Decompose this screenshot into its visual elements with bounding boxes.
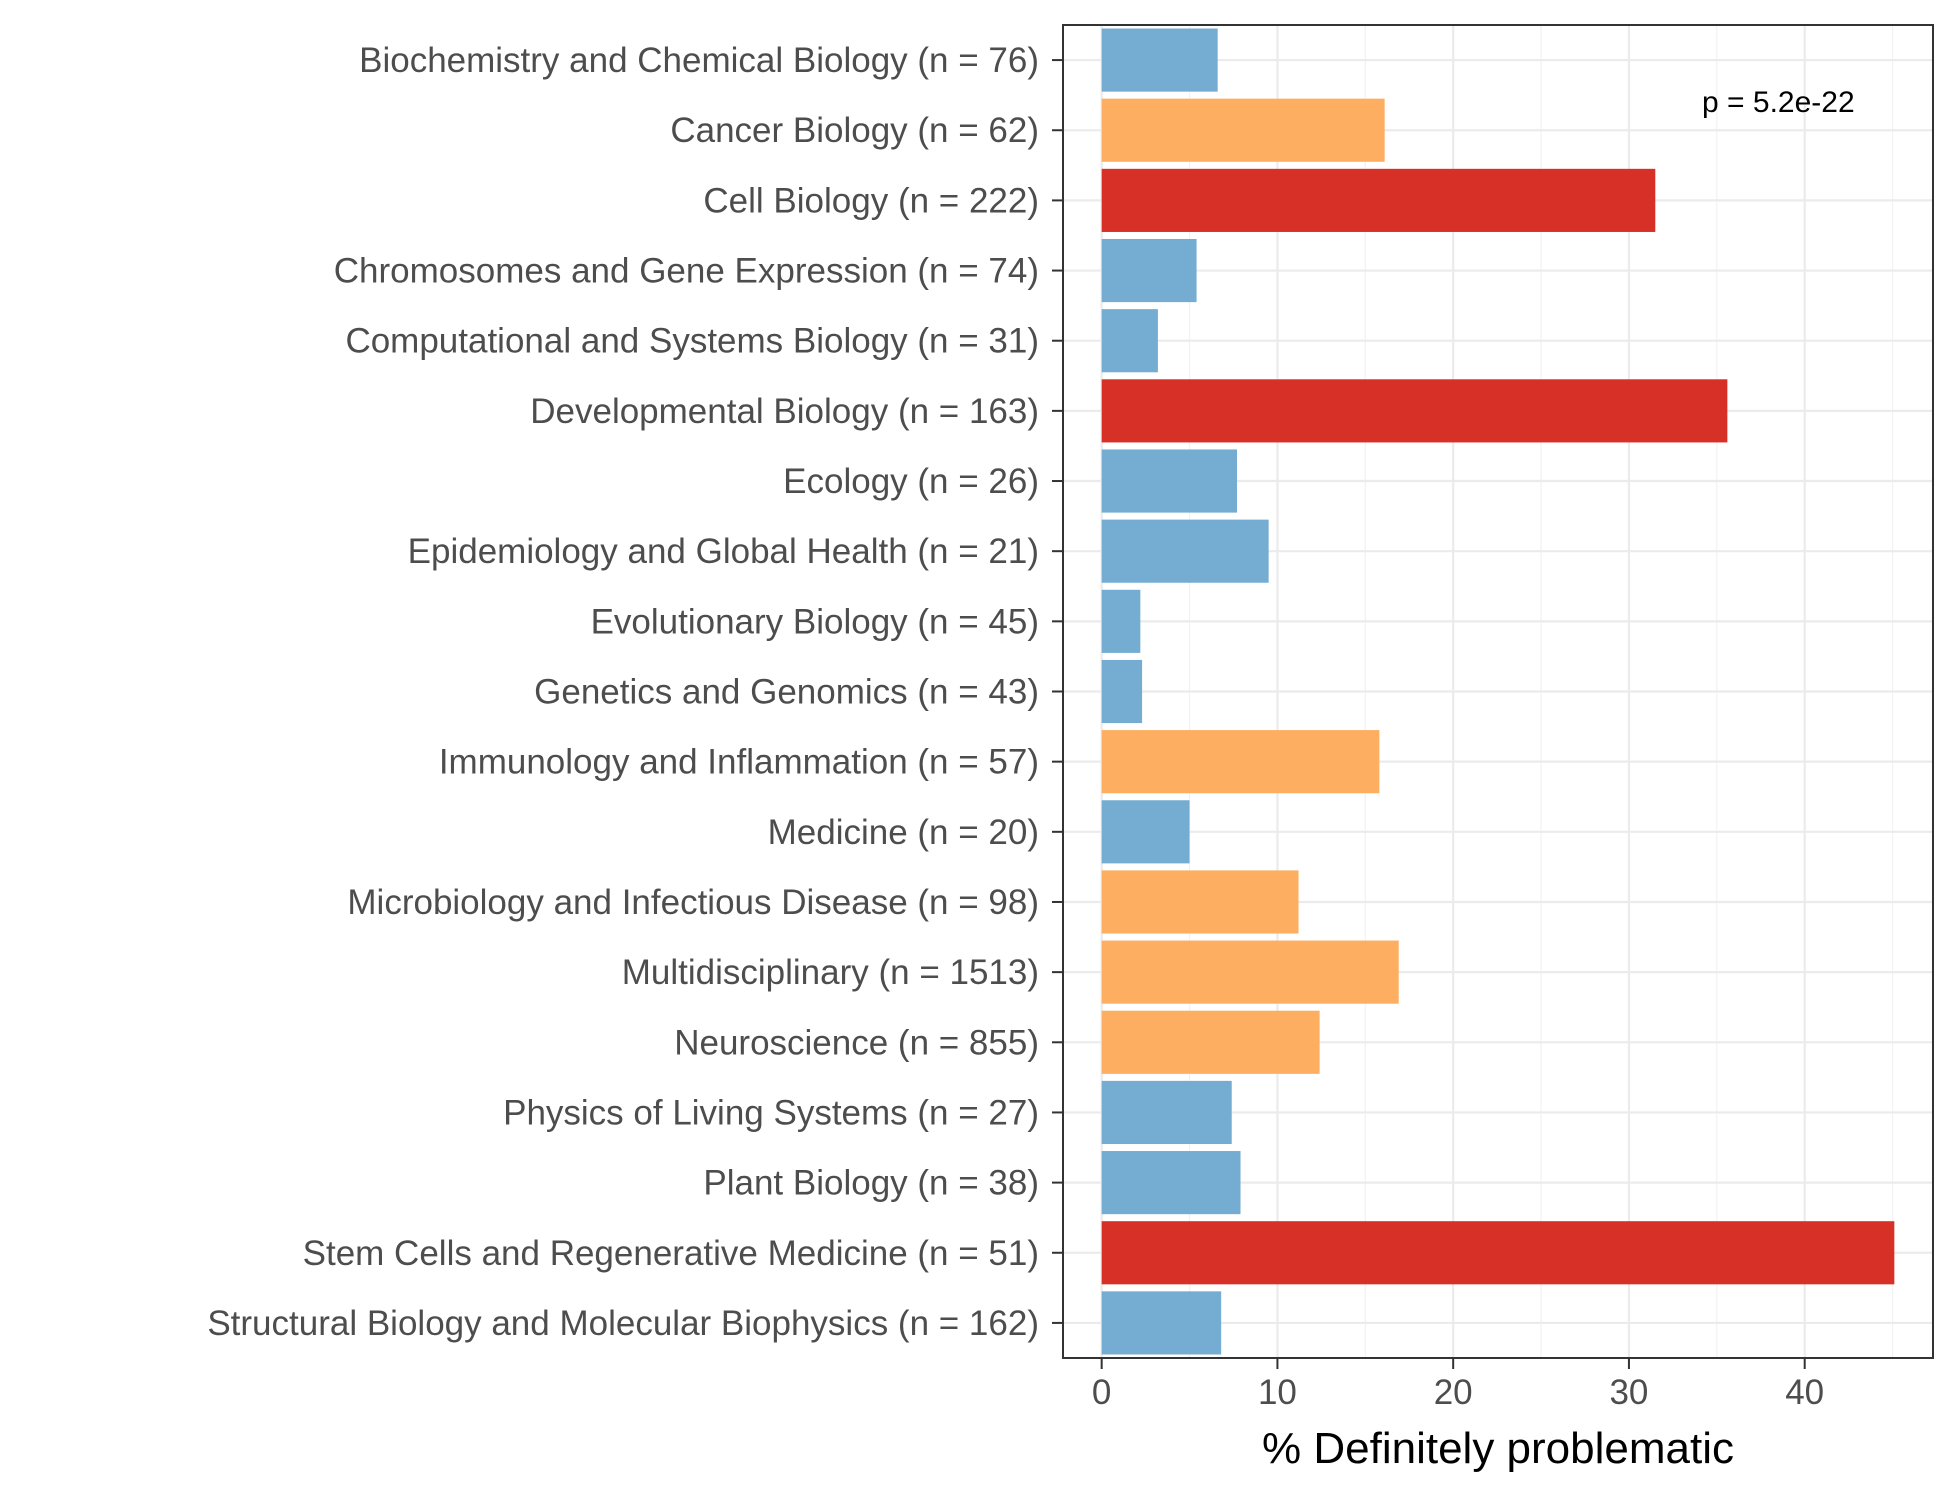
y-tick-label: Epidemiology and Global Health (n = 21): [408, 532, 1039, 571]
bar: [1101, 28, 1218, 92]
bar: [1101, 730, 1380, 794]
y-tick-label: Biochemistry and Chemical Biology (n = 7…: [359, 41, 1039, 80]
bar: [1101, 168, 1656, 232]
y-tick-label: Genetics and Genomics (n = 43): [534, 673, 1039, 712]
y-tick-label: Structural Biology and Molecular Biophys…: [207, 1304, 1039, 1343]
x-tick-label: 0: [1092, 1373, 1111, 1412]
bar: [1101, 800, 1190, 864]
y-axis-ticks: Biochemistry and Chemical Biology (n = 7…: [207, 41, 1063, 1343]
y-tick-label: Computational and Systems Biology (n = 3…: [345, 322, 1039, 361]
bar: [1101, 379, 1728, 443]
bar: [1101, 449, 1237, 513]
bar: [1101, 589, 1141, 653]
y-tick-label: Plant Biology (n = 38): [703, 1164, 1039, 1203]
y-tick-label: Developmental Biology (n = 163): [530, 392, 1039, 431]
x-tick-label: 40: [1785, 1373, 1824, 1412]
y-tick-label: Cell Biology (n = 222): [703, 181, 1039, 220]
y-tick-label: Multidisciplinary (n = 1513): [622, 953, 1039, 992]
bar: [1101, 1221, 1895, 1285]
bar: [1101, 1010, 1320, 1074]
y-tick-label: Physics of Living Systems (n = 27): [503, 1093, 1039, 1132]
bar: [1101, 940, 1399, 1004]
bar: [1101, 519, 1269, 583]
bar: [1101, 1151, 1241, 1215]
bar: [1101, 238, 1197, 303]
bar: [1101, 870, 1299, 934]
y-tick-label: Microbiology and Infectious Disease (n =…: [347, 883, 1039, 922]
p-value-annotation: p = 5.2e-22: [1702, 86, 1855, 119]
x-axis-title: % Definitely problematic: [1262, 1424, 1734, 1473]
x-tick-label: 10: [1258, 1373, 1297, 1412]
bar: [1101, 1291, 1222, 1355]
y-tick-label: Ecology (n = 26): [783, 462, 1039, 501]
x-axis-ticks: 0 10 20 30 40: [1092, 1358, 1824, 1412]
y-tick-label: Stem Cells and Regenerative Medicine (n …: [303, 1234, 1039, 1273]
y-tick-label: Medicine (n = 20): [768, 813, 1039, 852]
x-tick-label: 30: [1609, 1373, 1648, 1412]
bar: [1101, 309, 1158, 373]
y-tick-label: Evolutionary Biology (n = 45): [591, 602, 1039, 641]
bar: [1101, 1080, 1232, 1145]
bar: [1101, 659, 1143, 724]
y-tick-label: Immunology and Inflammation (n = 57): [439, 743, 1039, 782]
bar: [1101, 98, 1385, 162]
y-tick-label: Neuroscience (n = 855): [674, 1023, 1039, 1062]
y-tick-label: Cancer Biology (n = 62): [670, 111, 1039, 150]
y-tick-label: Chromosomes and Gene Expression (n = 74): [334, 252, 1039, 291]
bars: [1101, 28, 1895, 1355]
x-tick-label: 20: [1434, 1373, 1473, 1412]
